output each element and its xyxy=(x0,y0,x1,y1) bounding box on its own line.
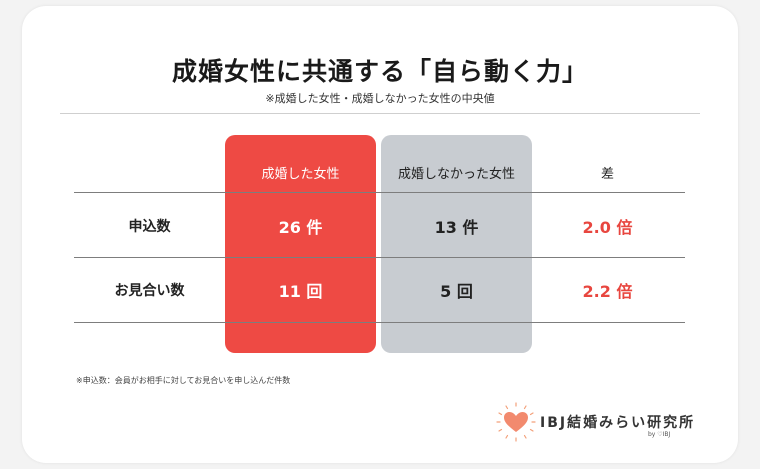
married-column-highlight xyxy=(225,135,376,353)
table-divider xyxy=(74,192,685,193)
header-diff: 差 xyxy=(600,166,614,182)
page-title: 成婚女性に共通する「自ら動く力」 xyxy=(171,57,588,86)
logo-text: IBJ結婚みらい研究所 xyxy=(540,415,696,431)
not-married-column-highlight xyxy=(381,135,532,353)
header-not-married: 成婚しなかった女性 xyxy=(397,166,515,182)
content-card xyxy=(22,6,738,463)
header-married: 成婚した女性 xyxy=(261,166,340,182)
footnote: ※申込数：会員がお相手に対してお見合いを申し込んだ件数 xyxy=(76,376,291,385)
value-diff-omiai: 2.2 倍 xyxy=(582,282,633,301)
heart-logo-icon xyxy=(496,402,536,442)
ibj-logo: IBJ結婚みらい研究所 by ♡IBJ xyxy=(496,402,693,442)
row-label-omiai: お見合い数 xyxy=(114,283,185,299)
value-not-married-applications: 13 件 xyxy=(434,218,479,237)
page-subtitle: ※成婚した女性・成婚しなかった女性の中央値 xyxy=(265,92,495,105)
value-not-married-omiai: 5 回 xyxy=(440,282,473,301)
table-divider xyxy=(74,257,685,258)
row-label-applications: 申込数 xyxy=(128,219,171,235)
value-married-applications: 26 件 xyxy=(278,218,323,237)
logo-by-text: by ♡IBJ xyxy=(648,431,671,438)
title-divider xyxy=(60,113,700,114)
value-diff-applications: 2.0 倍 xyxy=(582,218,633,237)
value-married-omiai: 11 回 xyxy=(278,282,323,301)
table-divider xyxy=(74,322,685,323)
